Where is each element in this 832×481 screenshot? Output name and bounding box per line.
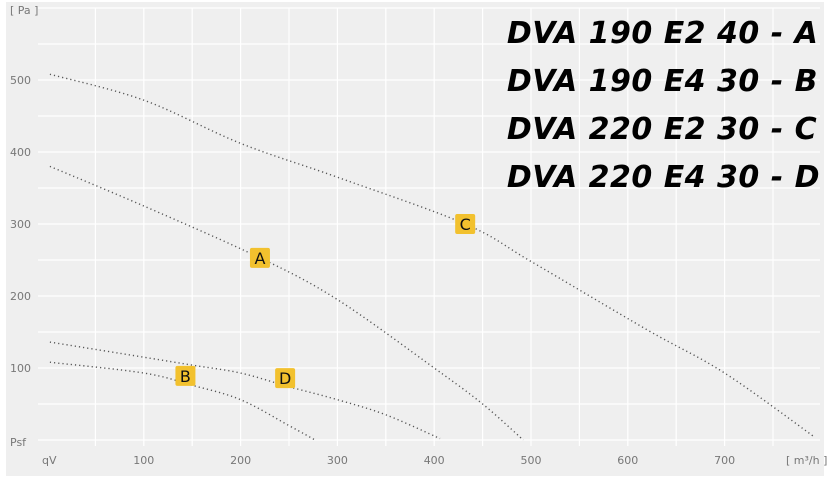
plot-background <box>6 2 824 476</box>
curve-a <box>49 165 524 441</box>
legend-entry-c: DVA 220 E2 30 - C <box>506 112 818 147</box>
x-tick-label: 600 <box>617 454 638 467</box>
y-tick-label: 300 <box>10 218 31 231</box>
curve-label-b: B <box>180 367 191 386</box>
curve-label-box-c <box>455 214 476 234</box>
legend-entry-b: DVA 190 E4 30 - B <box>506 64 818 99</box>
curve-label-box-a <box>249 247 270 268</box>
y-axis-label: Psf <box>10 436 27 449</box>
x-axis-label: qV <box>42 454 57 467</box>
curve-label-a: A <box>254 249 265 268</box>
x-tick-label: 500 <box>521 454 542 467</box>
x-tick-label: 100 <box>133 454 154 467</box>
legend-entry-d: DVA 220 E4 30 - D <box>506 160 820 195</box>
legend-entry-a: DVA 190 E2 40 - A <box>506 16 819 51</box>
curve-label-d: D <box>279 369 291 388</box>
x-unit-label: [ m³/h ] <box>786 454 827 467</box>
legend: DVA 190 E2 40 - A DVA 190 E4 30 - B DVA … <box>507 10 820 202</box>
y-tick-label: 400 <box>10 146 31 159</box>
x-tick-label: 200 <box>230 454 251 467</box>
x-tick-label: 700 <box>714 454 735 467</box>
x-tick-label: 400 <box>424 454 445 467</box>
curve-label-c: C <box>460 215 471 234</box>
x-tick-label: 300 <box>327 454 348 467</box>
curve-label-box-d <box>275 368 296 389</box>
y-tick-label: 500 <box>10 74 31 87</box>
y-tick-label: 100 <box>10 362 31 375</box>
y-tick-label: 200 <box>10 290 31 303</box>
curve-label-box-b <box>175 365 196 386</box>
y-unit-label: [ Pa ] <box>10 4 38 17</box>
